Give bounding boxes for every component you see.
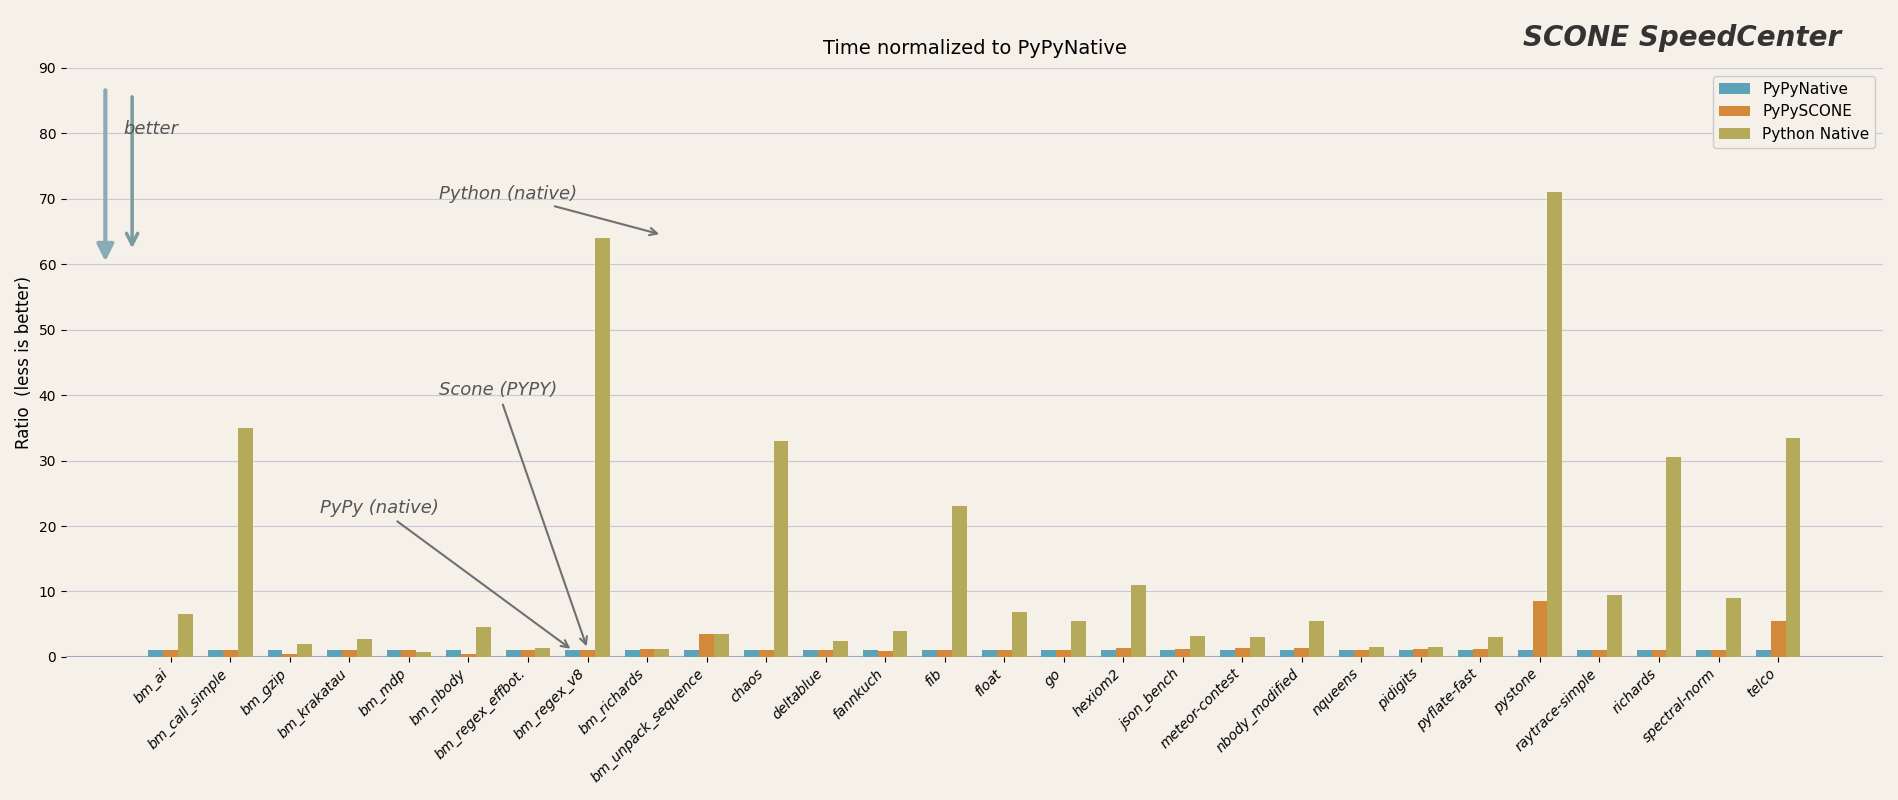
Y-axis label: Ratio  (less is better): Ratio (less is better) [15, 276, 32, 449]
Bar [1712, 650, 1725, 657]
Bar [476, 627, 492, 657]
Bar [1220, 650, 1236, 657]
Bar [1353, 650, 1368, 657]
Bar [520, 650, 535, 657]
Bar [892, 630, 907, 657]
Bar [1473, 649, 1488, 657]
Bar [698, 634, 714, 657]
Bar [222, 650, 237, 657]
Bar [1786, 438, 1801, 657]
Bar [1057, 650, 1070, 657]
Bar [237, 428, 252, 657]
Bar [1592, 650, 1608, 657]
Bar [402, 650, 416, 657]
Bar [624, 650, 640, 657]
Bar [1042, 650, 1057, 657]
Bar [461, 654, 476, 657]
Bar [1340, 650, 1353, 657]
Bar [298, 644, 311, 657]
Bar [774, 441, 788, 657]
Bar [1651, 650, 1666, 657]
Bar [1518, 650, 1532, 657]
Bar [1756, 650, 1771, 657]
Bar [581, 650, 594, 657]
Bar [446, 650, 461, 657]
Text: PyPy (native): PyPy (native) [319, 499, 569, 647]
Bar [1175, 649, 1190, 657]
Bar [996, 650, 1012, 657]
Bar [759, 650, 774, 657]
Bar [268, 650, 283, 657]
Bar [416, 652, 431, 657]
Bar [1249, 638, 1264, 657]
Bar [1236, 649, 1249, 657]
Bar [1488, 638, 1503, 657]
Bar [744, 650, 759, 657]
Bar [953, 506, 966, 657]
Bar [163, 650, 178, 657]
Bar [938, 650, 953, 657]
Text: SCONE SpeedCenter: SCONE SpeedCenter [1522, 24, 1841, 52]
Bar [922, 650, 938, 657]
Bar [1608, 594, 1621, 657]
Bar [685, 650, 698, 657]
Bar [566, 650, 581, 657]
Bar [1725, 598, 1740, 657]
Bar [1547, 192, 1562, 657]
Bar [1310, 621, 1325, 657]
Legend: PyPyNative, PyPySCONE, Python Native: PyPyNative, PyPySCONE, Python Native [1714, 75, 1875, 148]
Bar [655, 649, 670, 657]
Bar [594, 238, 609, 657]
Bar [640, 649, 655, 657]
Bar [714, 634, 729, 657]
Bar [1458, 650, 1473, 657]
Text: better: better [123, 120, 178, 138]
Title: Time normalized to PyPyNative: Time normalized to PyPyNative [822, 39, 1126, 58]
Bar [1279, 650, 1294, 657]
Bar [1697, 650, 1712, 657]
Bar [1368, 647, 1384, 657]
Bar [209, 650, 222, 657]
Bar [1399, 650, 1414, 657]
Bar [505, 650, 520, 657]
Bar [326, 650, 342, 657]
Bar [357, 638, 372, 657]
Bar [1429, 647, 1442, 657]
Bar [833, 641, 848, 657]
Bar [864, 650, 877, 657]
Bar [1771, 621, 1786, 657]
Bar [877, 651, 892, 657]
Text: Scone (PYPY): Scone (PYPY) [438, 381, 586, 644]
Bar [1414, 649, 1429, 657]
Bar [148, 650, 163, 657]
Bar [1070, 621, 1086, 657]
Bar [1131, 585, 1146, 657]
Bar [1160, 650, 1175, 657]
Bar [1532, 602, 1547, 657]
Bar [1636, 650, 1651, 657]
Bar [1101, 650, 1116, 657]
Bar [283, 654, 298, 657]
Bar [1116, 649, 1131, 657]
Bar [342, 650, 357, 657]
Bar [387, 650, 402, 657]
Text: Python (native): Python (native) [438, 185, 657, 235]
Bar [1666, 458, 1682, 657]
Bar [981, 650, 996, 657]
Bar [1012, 613, 1027, 657]
Bar [818, 650, 833, 657]
Bar [1294, 649, 1310, 657]
Bar [1190, 636, 1205, 657]
Bar [178, 614, 194, 657]
Bar [803, 650, 818, 657]
Bar [535, 649, 550, 657]
Bar [1577, 650, 1592, 657]
